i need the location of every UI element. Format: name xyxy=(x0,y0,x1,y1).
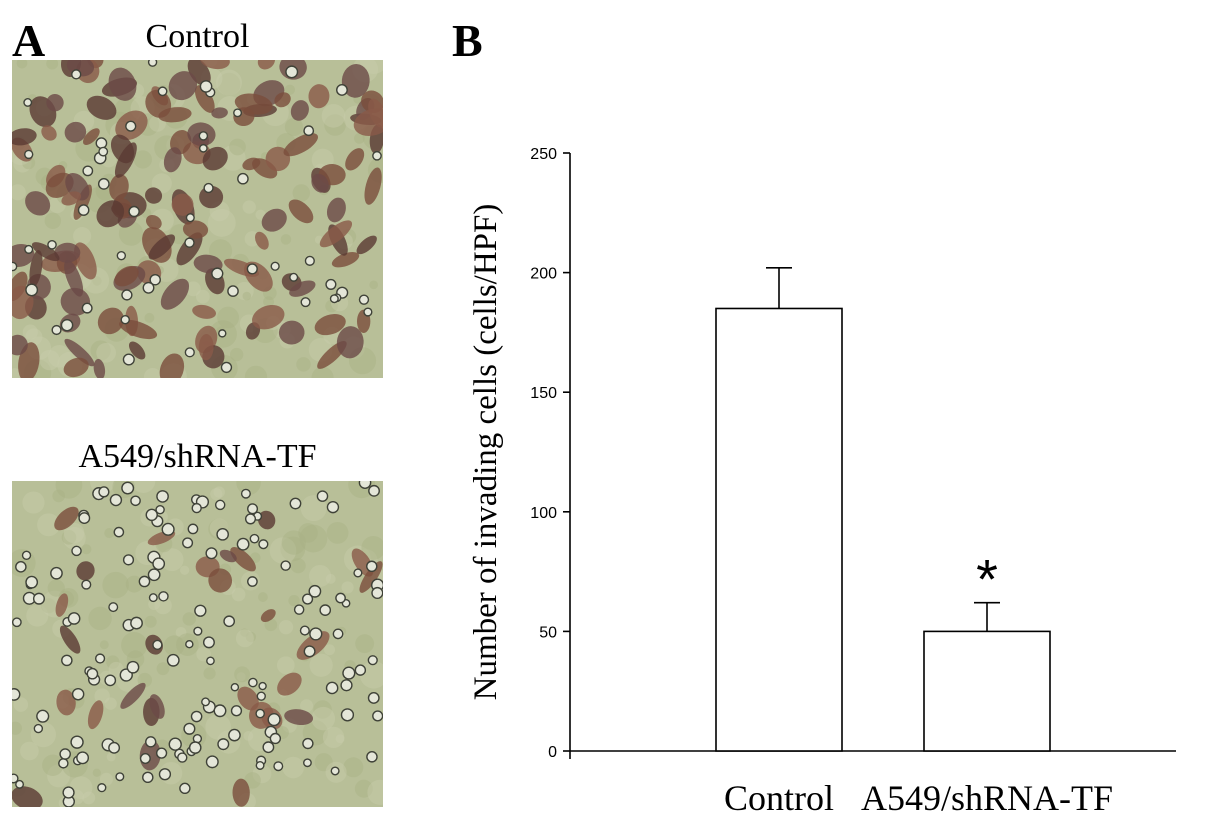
bars: * xyxy=(715,267,1051,752)
category-label: Control xyxy=(724,778,834,818)
panel-b-letter: B xyxy=(452,15,483,66)
y-tick-label: 250 xyxy=(530,146,557,163)
shrna-micrograph xyxy=(12,481,383,807)
y-tick-label: 150 xyxy=(530,385,557,402)
control-image-title: Control xyxy=(145,18,250,55)
y-ticks: 0 50 100 150 200 250 xyxy=(530,146,570,761)
category-labels: Control A549/shRNA-TF xyxy=(724,778,1113,818)
y-tick-label: 100 xyxy=(530,505,557,522)
panel-a-letter: A xyxy=(12,15,46,66)
shrna-image-title: A549/shRNA-TF xyxy=(78,438,317,475)
bar-control xyxy=(715,307,843,752)
y-tick-label: 0 xyxy=(548,744,557,761)
control-micrograph xyxy=(12,60,383,378)
y-axis-title: Number of invading cells (cells/HPF) xyxy=(468,204,504,701)
significance-asterisk: * xyxy=(976,548,998,611)
y-tick-label: 50 xyxy=(539,624,557,641)
x-axis xyxy=(569,750,1176,759)
bar-shrna-tf xyxy=(923,630,1051,752)
category-label: A549/shRNA-TF xyxy=(861,778,1113,818)
y-tick-label: 200 xyxy=(530,266,557,283)
